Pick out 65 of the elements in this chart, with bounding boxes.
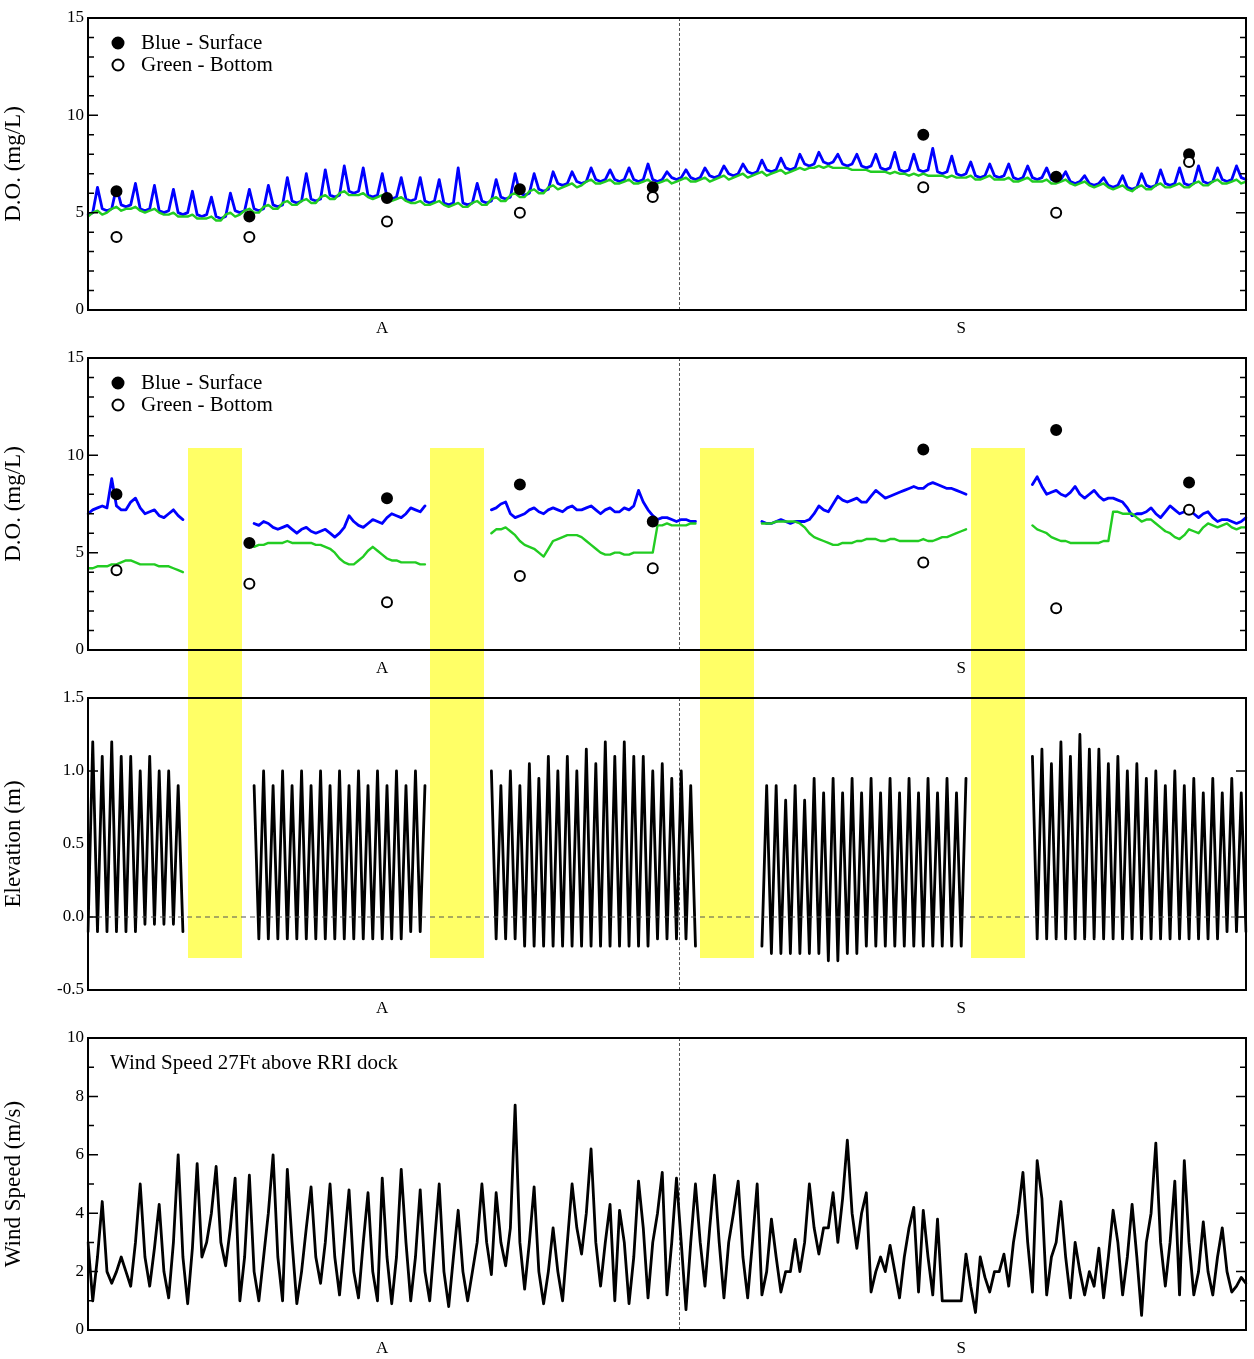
point bbox=[646, 515, 659, 528]
y-tick-label: 10 bbox=[67, 104, 84, 124]
point bbox=[917, 443, 930, 456]
point bbox=[380, 192, 393, 205]
y-tick-label: 8 bbox=[75, 1085, 84, 1105]
point bbox=[646, 562, 659, 575]
x-tick-label: S bbox=[956, 657, 966, 677]
point bbox=[646, 191, 659, 204]
y-tick-label: 1.5 bbox=[62, 687, 84, 707]
point bbox=[243, 577, 256, 590]
point bbox=[243, 231, 256, 243]
y-tick-label: 0.5 bbox=[62, 833, 84, 853]
x-tick-label: S bbox=[956, 317, 966, 337]
point bbox=[1183, 476, 1196, 489]
point bbox=[1050, 602, 1063, 615]
y-tick-label: 5 bbox=[75, 202, 84, 222]
point bbox=[513, 570, 526, 583]
point bbox=[1050, 206, 1063, 219]
y-tick-label: 15 bbox=[67, 7, 84, 27]
point bbox=[110, 488, 123, 501]
y-tick-label: 0 bbox=[75, 639, 84, 659]
point bbox=[513, 478, 526, 491]
point bbox=[380, 215, 393, 228]
y-tick-label: 0.0 bbox=[62, 906, 84, 926]
point bbox=[1050, 170, 1063, 183]
legend-label: Green - Bottom bbox=[141, 391, 273, 416]
point bbox=[110, 231, 123, 243]
y-axis-title: Wind Speed (m/s) bbox=[0, 1100, 25, 1268]
x-tick-label: S bbox=[956, 1337, 966, 1357]
legend-label: Green - Bottom bbox=[141, 51, 273, 76]
x-tick-label: A bbox=[376, 657, 390, 677]
point bbox=[513, 206, 526, 219]
point bbox=[243, 536, 256, 549]
y-tick-label: 1.0 bbox=[62, 760, 84, 780]
y-tick-label: 5 bbox=[75, 542, 84, 562]
y-tick-label: 6 bbox=[75, 1144, 84, 1164]
y-axis-title: D.O. (mg/L) bbox=[0, 446, 25, 562]
y-axis-title: D.O. (mg/L) bbox=[0, 106, 25, 222]
y-tick-label: 0 bbox=[75, 1319, 84, 1339]
x-tick-label: A bbox=[376, 317, 390, 337]
point bbox=[917, 556, 930, 569]
point bbox=[1183, 503, 1196, 516]
y-tick-label: 10 bbox=[67, 444, 84, 464]
y-axis-title: Elevation (m) bbox=[0, 780, 25, 908]
annotation: Wind Speed 27Ft above RRI dock bbox=[110, 1049, 399, 1074]
y-tick-label: 4 bbox=[75, 1202, 85, 1222]
point bbox=[380, 596, 393, 609]
y-tick-label: 2 bbox=[75, 1261, 84, 1281]
legend-label: Blue - Surface bbox=[141, 29, 263, 54]
x-tick-label: A bbox=[376, 997, 390, 1017]
point bbox=[243, 210, 256, 223]
x-tick-label: A bbox=[376, 1337, 390, 1357]
point bbox=[917, 181, 930, 194]
point bbox=[1050, 424, 1063, 437]
x-tick-label: S bbox=[956, 997, 966, 1017]
point bbox=[513, 183, 526, 196]
legend-label: Blue - Surface bbox=[141, 369, 263, 394]
y-tick-label: 0 bbox=[75, 299, 84, 319]
y-tick-label: 15 bbox=[67, 347, 84, 367]
point bbox=[917, 128, 930, 141]
y-tick-label: 10 bbox=[67, 1027, 84, 1047]
point bbox=[110, 185, 123, 198]
point bbox=[380, 492, 393, 505]
y-tick-label: -0.5 bbox=[57, 979, 84, 999]
point bbox=[110, 564, 123, 577]
